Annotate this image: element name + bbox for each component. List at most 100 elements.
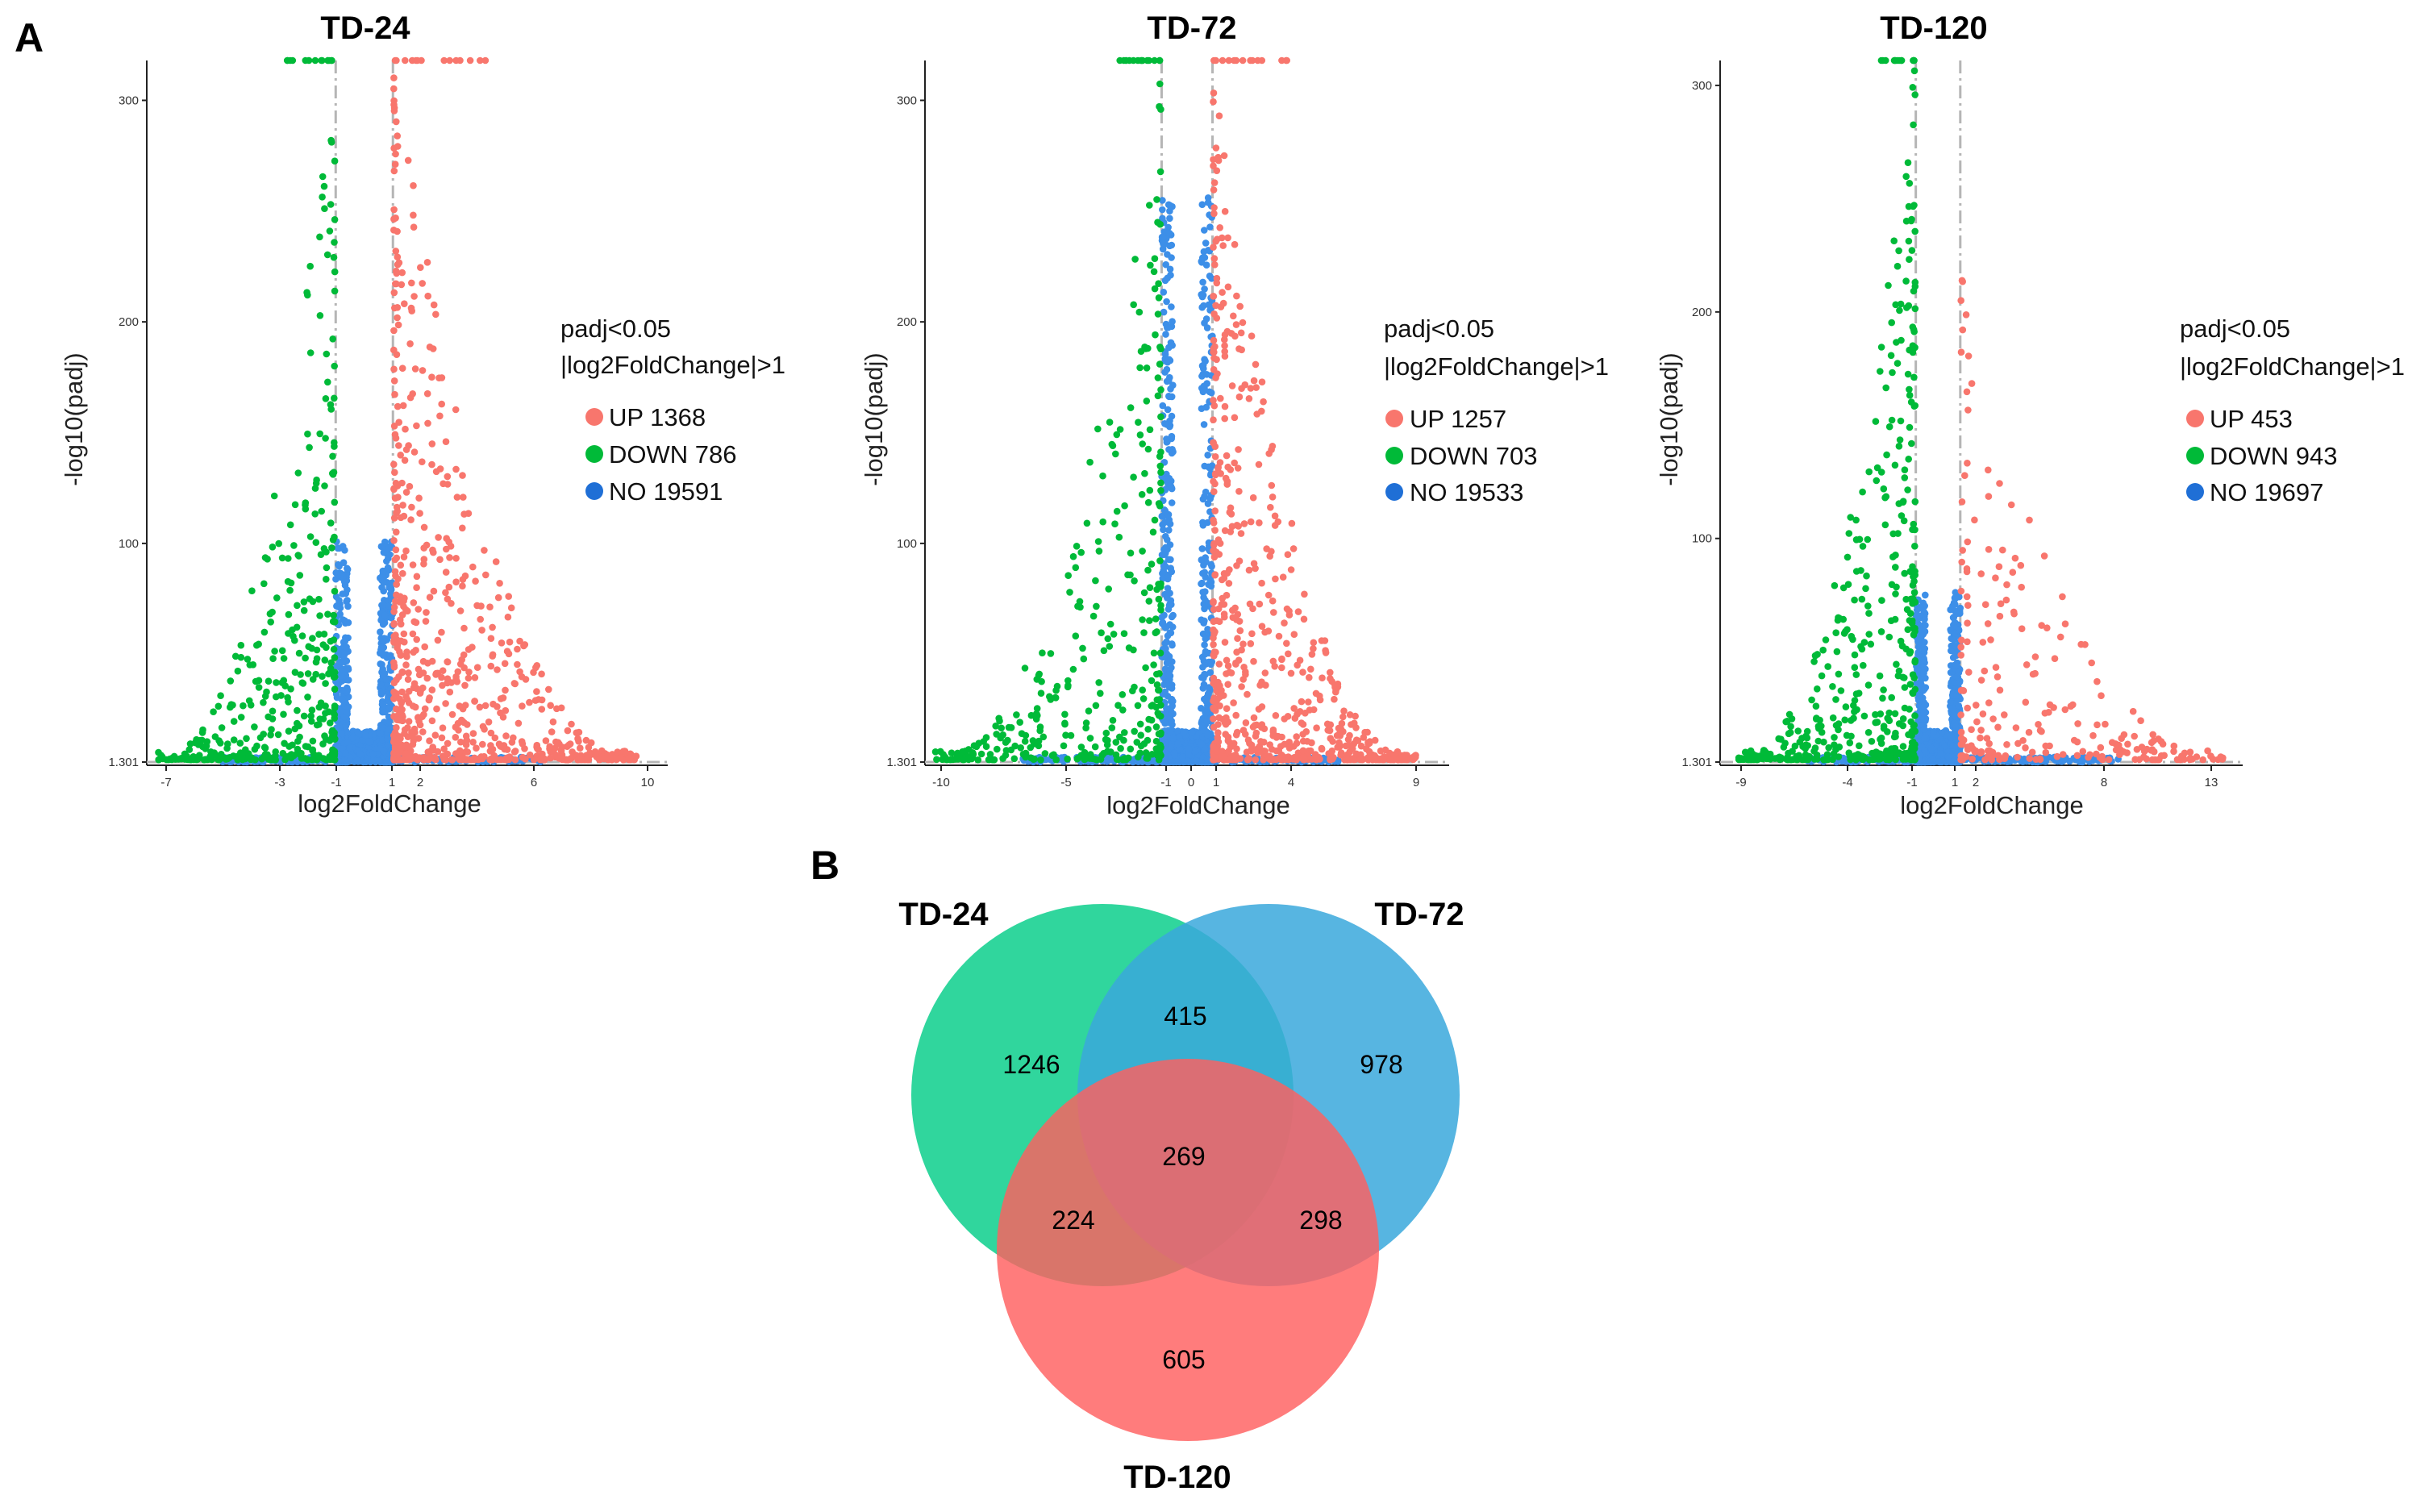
data-point bbox=[1198, 201, 1206, 208]
data-point bbox=[329, 536, 337, 544]
data-point bbox=[335, 571, 343, 579]
data-point bbox=[1232, 660, 1239, 668]
data-point bbox=[194, 741, 202, 748]
data-point bbox=[439, 724, 447, 731]
data-point bbox=[1260, 398, 1267, 406]
data-point bbox=[1144, 344, 1152, 352]
data-point bbox=[501, 660, 509, 668]
data-point bbox=[438, 628, 445, 636]
data-point bbox=[564, 727, 572, 735]
data-point bbox=[1168, 499, 1176, 506]
x-tick-label: 1 bbox=[1952, 776, 1958, 789]
data-point bbox=[433, 705, 440, 713]
data-point bbox=[1327, 749, 1335, 757]
data-point bbox=[1200, 594, 1207, 602]
data-point bbox=[1273, 732, 1281, 740]
data-point bbox=[390, 215, 398, 223]
data-point bbox=[1102, 729, 1110, 737]
data-point bbox=[452, 750, 460, 757]
data-point bbox=[1198, 580, 1205, 588]
data-point bbox=[400, 553, 408, 560]
data-point bbox=[1245, 566, 1253, 574]
data-point bbox=[1198, 362, 1206, 370]
legend-down-label: DOWN 703 bbox=[1410, 442, 1537, 470]
data-point bbox=[309, 737, 317, 745]
data-point bbox=[1072, 564, 1080, 572]
data-point bbox=[434, 748, 442, 756]
data-point bbox=[1223, 591, 1231, 599]
data-point bbox=[1219, 242, 1227, 249]
data-point bbox=[1322, 647, 1329, 654]
data-point bbox=[344, 687, 351, 695]
data-point bbox=[1166, 207, 1173, 215]
data-point bbox=[397, 735, 404, 743]
data-point bbox=[1210, 179, 1219, 186]
data-point bbox=[1335, 739, 1343, 747]
data-point bbox=[379, 567, 387, 575]
data-point bbox=[312, 670, 320, 678]
data-point bbox=[459, 576, 467, 583]
data-point bbox=[315, 595, 323, 603]
data-point bbox=[285, 610, 293, 619]
data-point bbox=[1260, 739, 1268, 746]
data-point bbox=[1164, 556, 1173, 563]
data-point bbox=[625, 755, 633, 762]
data-point bbox=[230, 718, 238, 725]
data-point bbox=[1210, 618, 1218, 625]
venn-count-td24-td72: 415 bbox=[1164, 1002, 1206, 1031]
data-point bbox=[385, 718, 394, 725]
data-point bbox=[526, 698, 533, 706]
data-point bbox=[1130, 473, 1137, 481]
data-point bbox=[309, 756, 317, 763]
data-point bbox=[1167, 339, 1175, 347]
data-point bbox=[397, 620, 405, 628]
data-point bbox=[990, 756, 998, 764]
data-point bbox=[1238, 683, 1245, 690]
data-point bbox=[155, 748, 162, 756]
data-point bbox=[1161, 688, 1169, 696]
data-point bbox=[1156, 502, 1164, 510]
data-point bbox=[532, 664, 540, 672]
data-point bbox=[424, 419, 431, 427]
data-point bbox=[384, 735, 391, 743]
data-point bbox=[446, 56, 453, 65]
data-point bbox=[1085, 707, 1093, 714]
data-point bbox=[1165, 446, 1173, 453]
data-point bbox=[323, 564, 331, 572]
data-point bbox=[1143, 364, 1151, 372]
legend-up-dot bbox=[2186, 410, 2204, 427]
data-point bbox=[392, 248, 400, 255]
data-point bbox=[1157, 487, 1164, 494]
data-point bbox=[465, 756, 472, 764]
data-point bbox=[1201, 285, 1208, 293]
data-point bbox=[304, 694, 311, 701]
data-point bbox=[210, 708, 217, 715]
data-point bbox=[390, 663, 398, 671]
data-point bbox=[1324, 727, 1331, 734]
data-point bbox=[1198, 556, 1206, 564]
data-point bbox=[1150, 268, 1158, 276]
data-point bbox=[948, 749, 956, 756]
data-point bbox=[423, 674, 431, 682]
data-point bbox=[1230, 699, 1237, 706]
data-point bbox=[1004, 736, 1011, 744]
data-point bbox=[1266, 741, 1273, 748]
data-point bbox=[1166, 727, 1174, 735]
data-point bbox=[319, 194, 326, 201]
volcano-points bbox=[931, 56, 1419, 766]
data-point bbox=[1157, 386, 1164, 394]
data-point bbox=[400, 602, 407, 610]
data-point bbox=[380, 748, 388, 755]
data-point bbox=[331, 498, 339, 506]
data-point bbox=[452, 578, 460, 585]
data-point bbox=[377, 628, 384, 635]
data-point bbox=[390, 327, 398, 335]
data-point bbox=[939, 751, 947, 758]
data-point bbox=[1398, 756, 1406, 764]
data-point bbox=[514, 645, 521, 653]
data-point bbox=[1250, 657, 1257, 665]
venn-set-label-td120: TD-120 bbox=[1123, 1460, 1231, 1495]
data-point bbox=[339, 590, 347, 598]
data-point bbox=[1094, 425, 1102, 433]
data-point bbox=[1238, 646, 1245, 654]
